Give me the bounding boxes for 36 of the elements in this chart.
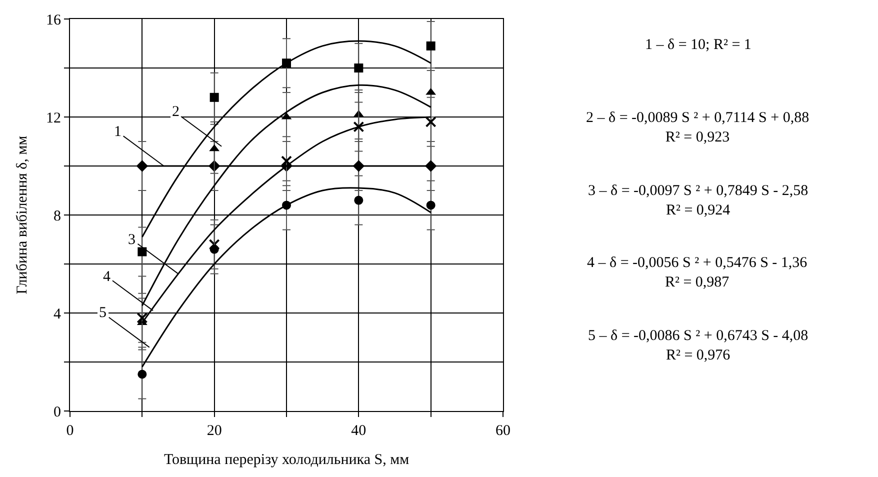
x-tick-label: 60 — [496, 423, 510, 439]
point — [354, 196, 364, 205]
annotation: 1 — [114, 124, 122, 140]
text: 1 – δ = 10; R² = 1 — [645, 37, 752, 53]
text: 2 – δ = -0,0089 S ² + 0,7114 S + 0,88 R² = 0,923 — [586, 110, 810, 146]
point — [354, 64, 364, 72]
y-axis-title: Глибина вибілення δ, мм — [14, 135, 30, 294]
point — [208, 238, 220, 250]
annotation: 4 — [103, 269, 111, 285]
annotation: 3 — [128, 232, 136, 248]
y-tick-label: 12 — [46, 110, 61, 126]
y-tick-label: 0 — [54, 404, 61, 420]
point — [352, 160, 365, 172]
y-tick-label: 4 — [54, 306, 62, 322]
point — [138, 247, 147, 256]
text: 4 – δ = -0,0056 S ² + 0,5476 S - 1,36 R² = 0,987 — [587, 255, 808, 290]
point — [426, 41, 436, 50]
point — [210, 244, 219, 254]
point — [425, 116, 436, 128]
point — [136, 312, 148, 324]
y-tick-label: 16 — [46, 12, 62, 28]
annotation: 5 — [99, 305, 106, 321]
point — [426, 200, 436, 210]
x-axis-title: Товщина перерізу холодильника S, мм — [164, 452, 410, 468]
point — [210, 92, 219, 102]
annotation: 2 — [172, 104, 180, 120]
point — [353, 121, 364, 132]
text: 3 – δ = -0,0097 S ² + 0,7849 S - 2,58 R² = 0,924 — [588, 183, 808, 218]
x-tick-label: 20 — [206, 423, 222, 439]
point — [136, 160, 148, 172]
point — [424, 160, 437, 172]
x-tick-label: 0 — [66, 423, 74, 439]
y-tick-label: 8 — [54, 208, 61, 224]
point — [138, 370, 147, 379]
text: 5 – δ = -0,0086 S ² + 0,6743 S - 4,08 R² = 0,976 — [588, 328, 808, 364]
x-tick-label: 40 — [351, 423, 366, 439]
